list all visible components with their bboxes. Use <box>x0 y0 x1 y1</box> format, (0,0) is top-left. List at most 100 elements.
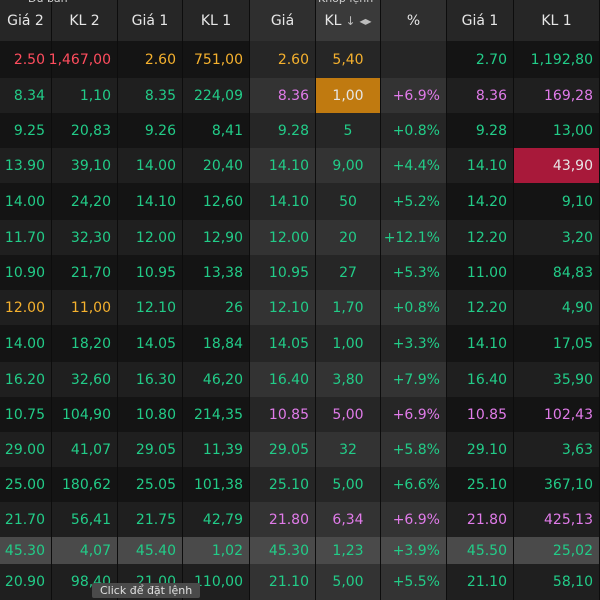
table-cell[interactable]: 1,00 <box>316 78 381 113</box>
table-cell[interactable]: 16.40 <box>250 362 316 397</box>
table-cell[interactable]: 21.75 <box>118 502 183 537</box>
table-cell[interactable]: 3,63 <box>514 432 600 467</box>
table-cell[interactable]: 20,40 <box>183 148 250 183</box>
table-cell[interactable]: 41,07 <box>52 432 118 467</box>
table-cell[interactable]: 224,09 <box>183 78 250 113</box>
table-cell[interactable]: +12.1% <box>381 220 447 255</box>
table-cell[interactable]: 14.05 <box>118 325 183 362</box>
table-cell[interactable]: 214,35 <box>183 397 250 432</box>
table-row[interactable]: 10.90 21,70 10.95 13,38 10.95 27 +5.3% 11.00 84,… <box>0 255 600 290</box>
table-cell[interactable]: 180,62 <box>52 467 118 502</box>
table-cell[interactable]: 14.00 <box>118 148 183 183</box>
table-cell[interactable]: 14.10 <box>250 148 316 183</box>
table-row[interactable]: 21.70 56,41 21.75 42,79 21.80 6,34 +6.9% 21.80 4… <box>0 502 600 537</box>
table-cell[interactable]: 9.28 <box>250 113 316 148</box>
column-header-5[interactable]: Giá <box>250 0 316 41</box>
left-right-arrows-icon[interactable]: ◂▸ <box>359 13 372 28</box>
table-cell[interactable] <box>381 41 447 78</box>
table-cell[interactable]: 8.36 <box>250 78 316 113</box>
table-cell[interactable]: 8.35 <box>118 78 183 113</box>
column-header-8[interactable]: Giá 1 <box>447 0 514 41</box>
table-row[interactable]: 14.00 18,20 14.05 18,84 14.05 1,00 +3.3% 14.10 1… <box>0 325 600 362</box>
table-cell[interactable]: +5.5% <box>381 564 447 600</box>
table-cell[interactable]: 9.28 <box>447 113 514 148</box>
table-cell[interactable]: 42,79 <box>183 502 250 537</box>
table-cell[interactable]: +3.9% <box>381 537 447 564</box>
table-cell[interactable]: 25.10 <box>250 467 316 502</box>
column-header-2[interactable]: KL 2 <box>52 0 118 41</box>
table-cell[interactable]: 29.00 <box>0 432 52 467</box>
table-cell[interactable]: 4,07 <box>52 537 118 564</box>
table-row[interactable]: 14.00 24,20 14.10 12,60 14.10 50 +5.2% 14.20 9,1… <box>0 183 600 220</box>
column-header-1[interactable]: Giá 2 <box>0 0 52 41</box>
table-cell[interactable]: 2.60 <box>250 41 316 78</box>
table-cell[interactable]: 25.00 <box>0 467 52 502</box>
table-cell[interactable]: 2.50 <box>0 41 52 78</box>
column-header-6[interactable]: KL ↓ ◂▸ <box>316 0 381 41</box>
table-cell[interactable]: 18,20 <box>52 325 118 362</box>
table-row[interactable]: 25.00 180,62 25.05 101,38 25.10 5,00 +6.6% 25.1… <box>0 467 600 502</box>
table-cell[interactable]: 8,41 <box>183 113 250 148</box>
table-cell[interactable]: 14.10 <box>250 183 316 220</box>
table-cell[interactable]: 35,90 <box>514 362 600 397</box>
table-cell[interactable]: 17,05 <box>514 325 600 362</box>
table-row[interactable]: 13.90 39,10 14.00 20,40 14.10 9,00 +4.4% 14.10 4… <box>0 148 600 183</box>
table-cell[interactable]: 8.36 <box>447 78 514 113</box>
table-cell[interactable]: 9.26 <box>118 113 183 148</box>
table-cell[interactable]: 2.70 <box>447 41 514 78</box>
table-cell[interactable]: 25.10 <box>447 467 514 502</box>
table-cell[interactable]: 5,40 <box>316 41 381 78</box>
table-cell[interactable]: 13,38 <box>183 255 250 290</box>
table-cell[interactable]: 3,80 <box>316 362 381 397</box>
table-cell[interactable]: 39,10 <box>52 148 118 183</box>
sort-down-arrow-icon[interactable]: ↓ <box>345 13 356 28</box>
table-cell[interactable]: 425,13 <box>514 502 600 537</box>
table-cell[interactable]: 9,10 <box>514 183 600 220</box>
table-row[interactable]: 29.00 41,07 29.05 11,39 29.05 32 +5.8% 29.10 3,6… <box>0 432 600 467</box>
table-cell[interactable]: 2.60 <box>118 41 183 78</box>
table-cell[interactable]: 32,60 <box>52 362 118 397</box>
table-cell[interactable]: 45.30 <box>0 537 52 564</box>
column-header-7[interactable]: % <box>381 0 447 41</box>
table-cell[interactable]: 11,39 <box>183 432 250 467</box>
table-cell[interactable]: 18,84 <box>183 325 250 362</box>
column-header-3[interactable]: Giá 1 <box>118 0 183 41</box>
table-cell[interactable]: 50 <box>316 183 381 220</box>
table-row[interactable]: 45.30 4,07 45.40 1,02 45.30 1,23 +3.9% 45.50 25,… <box>0 537 600 564</box>
table-cell[interactable]: +6.9% <box>381 78 447 113</box>
table-cell[interactable]: 20.90 <box>0 564 52 600</box>
table-cell[interactable]: 26 <box>183 290 250 325</box>
table-cell[interactable]: 14.20 <box>447 183 514 220</box>
table-cell[interactable]: 1,02 <box>183 537 250 564</box>
table-cell[interactable]: 367,10 <box>514 467 600 502</box>
table-row[interactable]: 9.25 20,83 9.26 8,41 9.28 5 +0.8% 9.28 13,00 <box>0 113 600 148</box>
table-cell[interactable]: 5 <box>316 113 381 148</box>
table-cell[interactable]: 16.30 <box>118 362 183 397</box>
table-cell[interactable]: 14.10 <box>447 325 514 362</box>
table-row[interactable]: 8.34 1,10 8.35 224,09 8.36 1,00 +6.9% 8.36 169,2… <box>0 78 600 113</box>
table-cell[interactable]: 45.50 <box>447 537 514 564</box>
table-cell[interactable]: 29.10 <box>447 432 514 467</box>
table-cell[interactable]: 11.70 <box>0 220 52 255</box>
table-cell[interactable]: 58,10 <box>514 564 600 600</box>
table-cell[interactable]: 1,70 <box>316 290 381 325</box>
table-cell[interactable]: 5,00 <box>316 397 381 432</box>
table-cell[interactable]: +6.9% <box>381 502 447 537</box>
table-cell[interactable]: +7.9% <box>381 362 447 397</box>
table-cell[interactable]: +5.2% <box>381 183 447 220</box>
table-cell[interactable]: +0.8% <box>381 113 447 148</box>
table-cell[interactable]: +0.8% <box>381 290 447 325</box>
table-cell[interactable]: 12,60 <box>183 183 250 220</box>
table-cell[interactable]: 11,00 <box>52 290 118 325</box>
table-cell[interactable]: 25.05 <box>118 467 183 502</box>
table-cell[interactable]: 29.05 <box>118 432 183 467</box>
table-cell[interactable]: 9,00 <box>316 148 381 183</box>
table-cell[interactable]: 21.80 <box>447 502 514 537</box>
table-cell[interactable]: 21.70 <box>0 502 52 537</box>
table-cell[interactable]: +6.6% <box>381 467 447 502</box>
table-cell[interactable]: 13.90 <box>0 148 52 183</box>
table-cell[interactable]: 5,00 <box>316 467 381 502</box>
table-cell[interactable]: 12.00 <box>0 290 52 325</box>
table-cell[interactable]: 84,83 <box>514 255 600 290</box>
table-cell[interactable]: 10.80 <box>118 397 183 432</box>
